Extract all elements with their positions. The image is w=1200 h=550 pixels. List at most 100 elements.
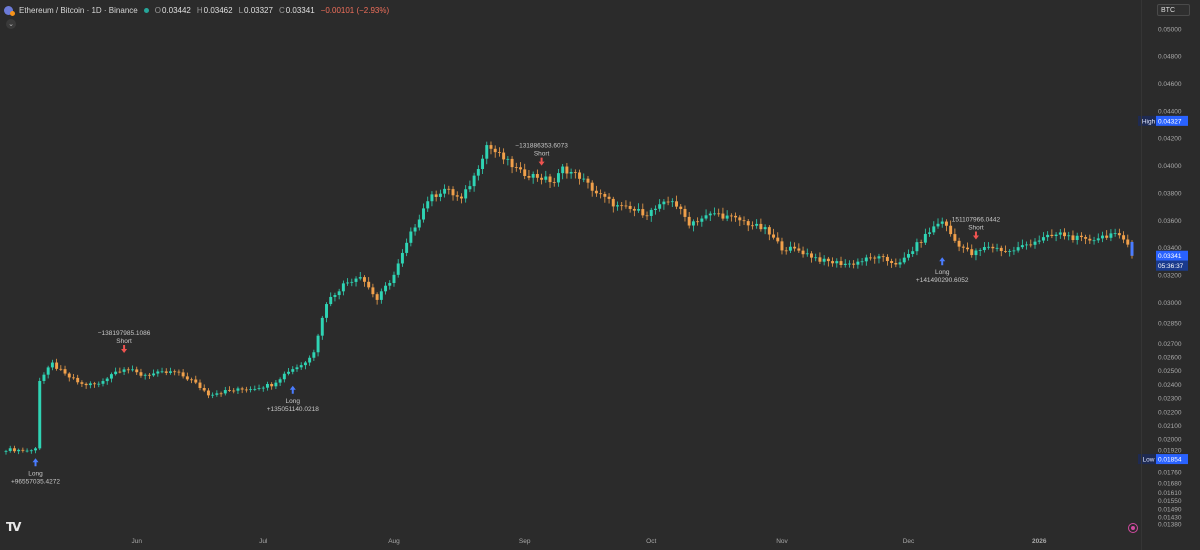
candle-body — [991, 246, 995, 249]
time-axis-tick: Sep — [519, 538, 531, 545]
candle-body — [514, 167, 518, 168]
candle-body — [265, 384, 269, 388]
candle-body — [603, 193, 607, 197]
market-status-dot-icon — [143, 7, 149, 13]
candle-body — [249, 389, 253, 391]
candle-body — [164, 371, 168, 373]
candle-body — [232, 390, 236, 392]
candle-body — [194, 379, 198, 383]
price-axis-tick: 0.01550 — [1158, 498, 1182, 505]
candle-body — [548, 176, 552, 183]
candle-body — [1113, 233, 1117, 234]
tradingview-logo[interactable]: TV — [6, 520, 22, 534]
price-axis-tick: 0.03600 — [1158, 218, 1182, 225]
candle-body — [198, 382, 202, 388]
candle-body — [1122, 235, 1126, 240]
chart-legend: Ethereum / Bitcoin · 1D · Binance O0.034… — [4, 3, 389, 17]
candle-body — [999, 247, 1003, 252]
collapse-legend-chevron-icon[interactable]: ⌄ — [6, 19, 16, 29]
candle-body — [734, 215, 738, 218]
short-arrow-down-icon — [121, 344, 128, 353]
signal-type-label: Short — [116, 338, 132, 345]
candle-body — [240, 388, 244, 390]
candle-body — [156, 371, 160, 374]
high-price-label-tag-bg — [1138, 115, 1159, 126]
candle-body — [763, 227, 767, 230]
candle-body — [489, 145, 493, 149]
candle-body — [409, 231, 413, 243]
candle-body — [578, 172, 582, 179]
candle-body — [206, 390, 210, 396]
candle-body — [957, 240, 961, 247]
price-axis-tick: 0.01490 — [1158, 506, 1182, 513]
candle-body — [746, 221, 750, 226]
candle-body — [818, 257, 822, 262]
chart-settings-icon[interactable] — [1128, 523, 1138, 533]
candle-body — [683, 208, 687, 217]
candle-body — [219, 393, 223, 395]
candle-body — [653, 208, 657, 210]
candle-body — [426, 201, 430, 209]
candle-body — [299, 365, 303, 368]
candle-body — [961, 246, 965, 248]
time-axis-tick: Oct — [646, 538, 656, 545]
candle-body — [97, 383, 101, 385]
candle-body — [675, 201, 679, 207]
candle-body — [594, 190, 598, 194]
candle-body — [468, 186, 472, 190]
candle-body — [84, 383, 88, 386]
time-axis-tick: Jul — [259, 538, 268, 545]
currency-select[interactable]: BTC — [1157, 4, 1190, 16]
candle-body — [869, 257, 873, 259]
candle-body — [966, 247, 970, 250]
long-signal[interactable]: Long+135051140.0218 — [267, 385, 319, 413]
candle-body — [93, 383, 97, 385]
price-axis-tick: 0.02500 — [1158, 368, 1182, 375]
change-value: −0.00101 (−2.93%) — [320, 5, 390, 15]
candle-body — [949, 225, 953, 235]
candle-body — [907, 253, 910, 258]
candle-body — [540, 177, 544, 180]
candle-body — [405, 242, 409, 253]
high-price-label-value: 0.04327 — [1158, 118, 1182, 125]
candle-body — [135, 369, 139, 373]
candle-body — [1029, 244, 1033, 246]
candle-body — [1008, 251, 1012, 252]
candle-body — [995, 247, 999, 249]
long-signal[interactable]: Long+141490290.6052 — [916, 257, 969, 284]
signal-amount-label: +96557035.4272 — [11, 478, 60, 485]
candle-body — [455, 195, 459, 197]
candle-body — [831, 261, 835, 264]
symbol-title[interactable]: Ethereum / Bitcoin · 1D · Binance — [19, 5, 138, 15]
candle-body — [312, 352, 316, 358]
candle-body — [1020, 245, 1024, 248]
candle-body — [38, 380, 42, 449]
signal-type-label: Long — [28, 470, 43, 477]
candle-body — [864, 257, 868, 262]
candle-body — [649, 209, 653, 216]
price-axis-tick: 0.02700 — [1158, 341, 1182, 348]
candle-body — [337, 291, 341, 296]
candle-body — [274, 382, 278, 387]
price-axis-tick: 0.05000 — [1158, 26, 1182, 33]
candle-body — [388, 283, 392, 286]
candle-body — [645, 215, 649, 217]
low-price-label-value: 0.01854 — [1158, 457, 1182, 464]
candle-body — [637, 209, 641, 211]
price-axis-tick: 0.04200 — [1158, 136, 1182, 143]
candle-body — [565, 166, 569, 174]
candle-body — [1016, 247, 1020, 251]
time-axis-tick: 2026 — [1032, 538, 1047, 545]
candle-body — [822, 258, 826, 262]
price-axis-tick: 0.04000 — [1158, 163, 1182, 170]
candle-body — [788, 246, 792, 251]
long-signal[interactable]: Long+96557035.4272 — [11, 458, 60, 485]
candle-body — [211, 394, 215, 396]
candle-body — [481, 158, 485, 170]
candle-body — [202, 387, 206, 391]
candle-body — [451, 189, 455, 196]
